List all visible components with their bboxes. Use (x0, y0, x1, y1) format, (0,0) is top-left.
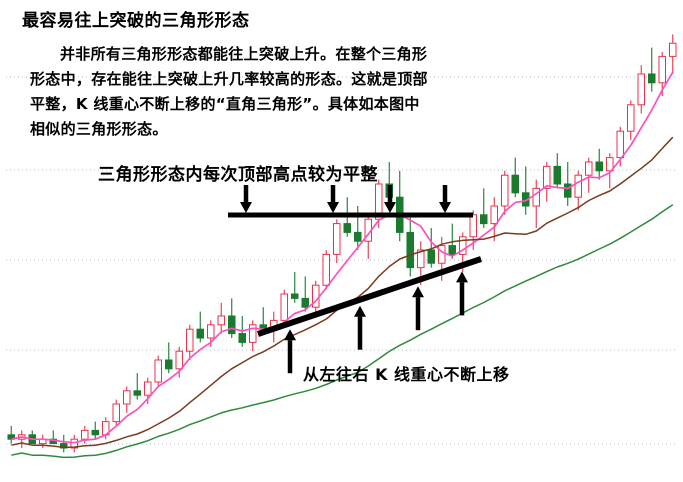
trendline-annotations (228, 212, 482, 337)
moving-average-lines (11, 71, 674, 459)
arrow-annotations (240, 185, 468, 374)
chart-gridlines (6, 76, 678, 445)
candlestick-series (7, 34, 677, 453)
